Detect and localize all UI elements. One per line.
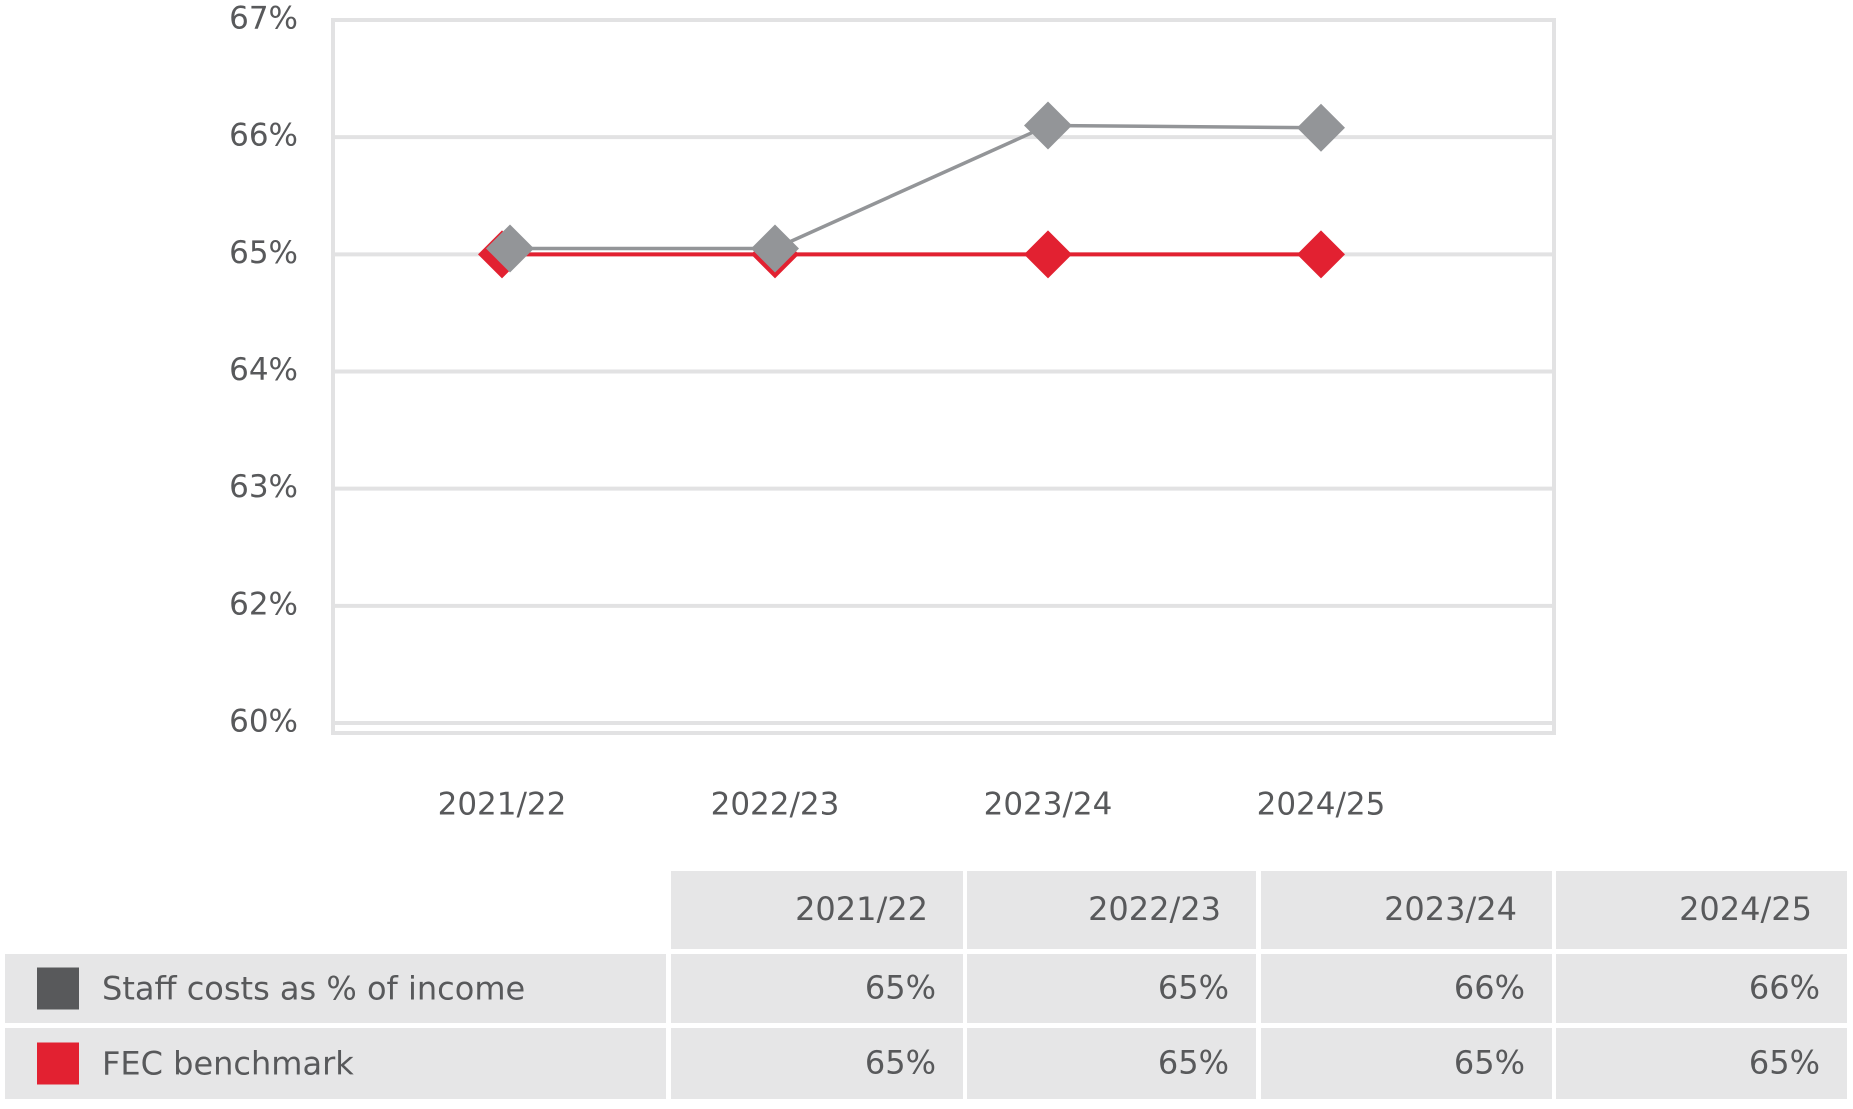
legend-label: FEC benchmark [102,1045,354,1083]
table-value: 66% [1749,969,1820,1007]
table-cell [1556,1028,1847,1099]
table-cell [1261,1028,1552,1099]
table-header-cell [967,871,1256,949]
table-header: 2021/22 [795,890,928,928]
legend-swatch [37,967,79,1010]
y-tick-label: 67% [229,1,298,37]
y-tick-label: 64% [229,352,298,388]
y-tick-label: 60% [229,704,298,740]
x-tick-label: 2022/23 [711,787,840,823]
y-tick-label: 63% [229,469,298,505]
legend-swatch [37,1042,79,1085]
marker [486,224,534,273]
table-value: 66% [1454,969,1525,1007]
y-tick-label: 66% [229,118,298,154]
table-value: 65% [1158,1044,1229,1082]
y-tick-label: 62% [229,586,298,622]
x-tick-label: 2023/24 [984,787,1113,823]
table-header-cell [1261,871,1552,949]
table-cell [671,1028,963,1099]
table-value: 65% [865,1044,936,1082]
series-line [510,123,1322,251]
table-value: 65% [865,969,936,1007]
marker [751,224,799,273]
legend-label: Staff costs as % of income [102,970,525,1008]
marker [1297,103,1345,152]
table-cell [967,954,1256,1023]
table-header-cell [1556,871,1847,949]
table-header: 2022/23 [1088,890,1221,928]
table-value: 65% [1454,1044,1525,1082]
table-cell [967,1028,1256,1099]
table-header: 2024/25 [1679,890,1812,928]
table-value: 65% [1158,969,1229,1007]
marker [1024,230,1072,279]
table-header: 2023/24 [1384,890,1517,928]
table-cell [1556,954,1847,1023]
table-cell [671,954,963,1023]
table-value: 65% [1749,1044,1820,1082]
table-label-cell [5,1028,666,1099]
x-tick-label: 2024/25 [1257,787,1386,823]
x-tick-label: 2021/22 [438,787,567,823]
marker [1024,101,1072,150]
plot-frame [331,18,1556,735]
y-tick-label: 65% [229,235,298,271]
marker [1297,230,1345,279]
table-label-cell [5,954,666,1023]
table-header-cell [671,871,963,949]
table-cell [1261,954,1552,1023]
